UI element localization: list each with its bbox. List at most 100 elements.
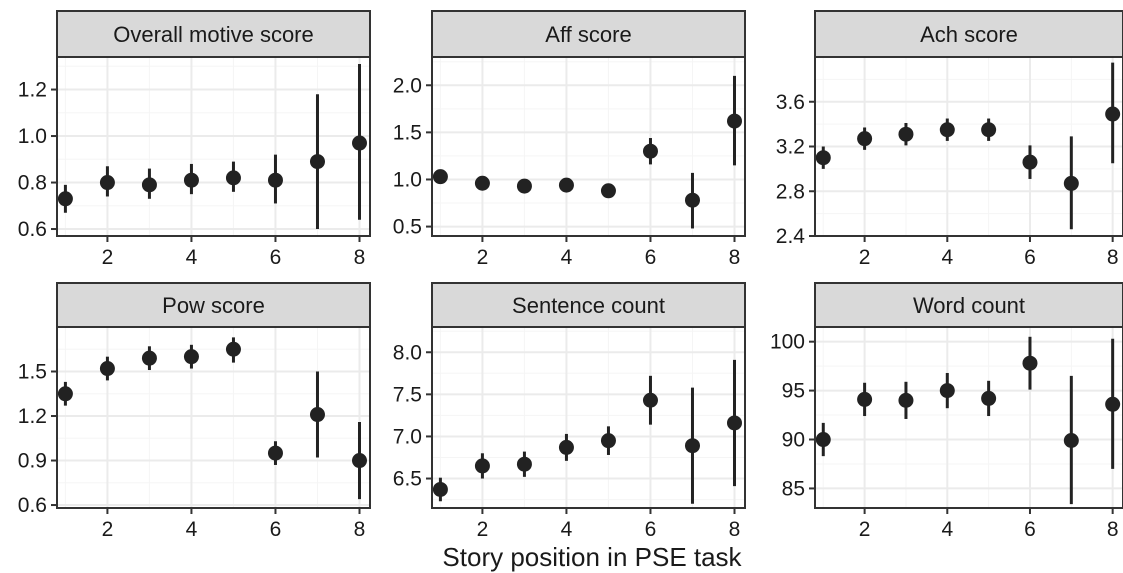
- data-point: [898, 126, 914, 142]
- y-tick-label: 1.5: [18, 361, 47, 384]
- facet-title: Sentence count: [512, 293, 665, 318]
- data-point: [815, 150, 831, 166]
- data-point: [141, 177, 157, 193]
- data-point: [684, 438, 700, 454]
- facet-title: Overall motive score: [113, 22, 314, 47]
- y-tick-label: 2.8: [776, 180, 805, 203]
- facet-title: Ach score: [920, 22, 1018, 47]
- facet-strip: [431, 282, 746, 328]
- data-point: [432, 481, 448, 497]
- data-point: [1105, 106, 1121, 122]
- y-tick-label: 90: [782, 429, 805, 452]
- data-point: [939, 122, 955, 138]
- data-point: [99, 175, 115, 191]
- y-tick-label: 95: [782, 380, 805, 403]
- y-tick-label: 0.6: [18, 494, 47, 517]
- data-point: [642, 143, 658, 159]
- x-tick-label: 4: [186, 518, 198, 541]
- facet-strip: [814, 282, 1123, 328]
- x-tick-label: 4: [941, 518, 953, 541]
- facet-panel: Overall motive score 2 4 6 8 0.6 0.8 1.0 1.2: [18, 10, 371, 269]
- y-tick-label: 1.0: [18, 125, 47, 148]
- x-tick-label: 6: [645, 246, 657, 269]
- x-tick-label: 2: [477, 246, 489, 269]
- data-point: [225, 341, 241, 357]
- y-tick-label: 1.0: [393, 168, 422, 191]
- x-tick-label: 4: [941, 246, 953, 269]
- data-point: [57, 386, 73, 402]
- facet-panel: Aff score 2 4 6 8 0.5 1.0 1.5 2.0: [393, 10, 746, 269]
- x-tick-label: 6: [645, 518, 657, 541]
- y-tick-label: 3.2: [776, 136, 805, 159]
- data-point: [351, 453, 367, 469]
- x-tick-label: 8: [729, 246, 741, 269]
- y-tick-label: 85: [782, 477, 805, 500]
- x-tick-label: 8: [354, 518, 366, 541]
- data-point: [225, 170, 241, 186]
- y-tick-label: 7.0: [393, 425, 422, 448]
- data-point: [726, 113, 742, 129]
- data-point: [815, 432, 831, 448]
- data-point: [141, 350, 157, 366]
- y-tick-label: 7.5: [393, 383, 422, 406]
- x-tick-label: 6: [1024, 246, 1036, 269]
- x-tick-label: 6: [270, 518, 282, 541]
- data-point: [183, 349, 199, 365]
- data-point: [1063, 432, 1079, 448]
- facet-panel: Sentence count 2 4 6 8 6.5 7.0 7.5 8.0: [393, 282, 746, 541]
- data-point: [267, 445, 283, 461]
- y-tick-label: 0.6: [18, 218, 47, 241]
- x-tick-label: 2: [859, 518, 871, 541]
- y-tick-label: 3.6: [776, 91, 805, 114]
- data-point: [558, 177, 574, 193]
- facet-strip: [431, 10, 746, 58]
- x-tick-label: 4: [561, 246, 573, 269]
- data-point: [309, 407, 325, 423]
- x-tick-label: 6: [270, 246, 282, 269]
- data-point: [558, 439, 574, 455]
- facet-title: Pow score: [162, 293, 265, 318]
- y-tick-label: 0.8: [18, 172, 47, 195]
- data-point: [981, 122, 997, 138]
- data-point: [600, 433, 616, 449]
- data-point: [857, 391, 873, 407]
- data-point: [1022, 154, 1038, 170]
- x-tick-label: 8: [1107, 518, 1119, 541]
- facet-panels: Overall motive score 2 4 6 8 0.6 0.8 1.0 1.2 Aff …: [18, 10, 1123, 541]
- data-point: [642, 392, 658, 408]
- data-point: [516, 456, 532, 472]
- data-point: [1105, 396, 1121, 412]
- data-point: [183, 172, 199, 188]
- y-tick-label: 6.5: [393, 468, 422, 491]
- x-tick-label: 4: [561, 518, 573, 541]
- y-tick-label: 0.9: [18, 450, 47, 473]
- data-point: [1022, 355, 1038, 371]
- x-tick-label: 8: [1107, 246, 1119, 269]
- x-tick-label: 2: [102, 518, 114, 541]
- data-point: [432, 169, 448, 185]
- x-tick-label: 8: [729, 518, 741, 541]
- data-point: [474, 175, 490, 191]
- data-point: [57, 191, 73, 207]
- y-tick-label: 0.5: [393, 216, 422, 239]
- data-point: [939, 383, 955, 399]
- x-tick-label: 2: [102, 246, 114, 269]
- panel-background: [432, 327, 745, 508]
- panel-background: [815, 327, 1123, 508]
- x-tick-label: 4: [186, 246, 198, 269]
- y-tick-label: 8.0: [393, 341, 422, 364]
- data-point: [857, 131, 873, 147]
- panel-background: [432, 57, 745, 236]
- x-tick-label: 2: [477, 518, 489, 541]
- data-point: [898, 392, 914, 408]
- data-point: [684, 192, 700, 208]
- facet-title: Word count: [913, 293, 1025, 318]
- facet-strip: [56, 10, 371, 58]
- y-tick-label: 2.4: [776, 225, 806, 248]
- x-tick-label: 6: [1024, 518, 1036, 541]
- x-axis-title: Story position in PSE task: [442, 542, 742, 572]
- data-point: [351, 135, 367, 151]
- y-tick-label: 100: [770, 331, 805, 354]
- data-point: [600, 183, 616, 199]
- x-tick-label: 2: [859, 246, 871, 269]
